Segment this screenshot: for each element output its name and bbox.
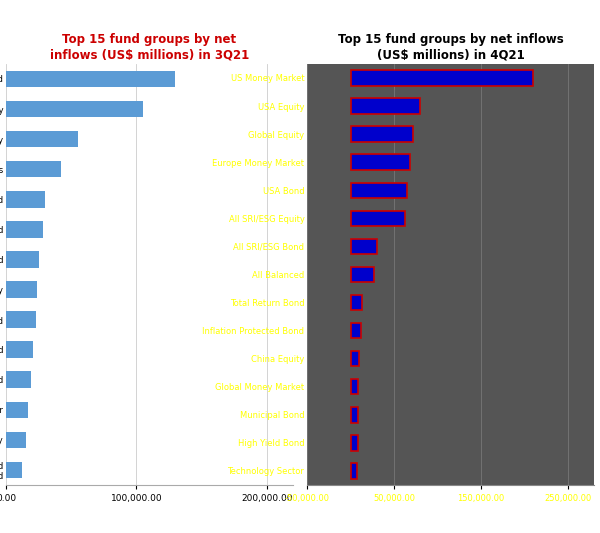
Bar <box>6 342 34 358</box>
Bar <box>350 155 410 170</box>
Bar <box>6 251 38 268</box>
Bar <box>350 70 533 86</box>
Bar <box>6 101 143 117</box>
Bar <box>350 126 413 142</box>
Bar <box>6 71 175 87</box>
Bar <box>6 161 61 177</box>
Bar <box>350 463 357 479</box>
Bar <box>350 99 420 114</box>
Bar <box>350 183 407 198</box>
Bar <box>350 323 361 338</box>
Bar <box>350 379 358 394</box>
Bar <box>350 211 404 226</box>
Bar <box>6 432 26 448</box>
Bar <box>6 191 45 207</box>
Bar <box>350 435 358 450</box>
Bar <box>350 239 377 254</box>
Title: Top 15 fund groups by net inflows
(US$ millions) in 4Q21: Top 15 fund groups by net inflows (US$ m… <box>338 34 563 61</box>
Bar <box>350 407 358 423</box>
Bar <box>6 131 78 148</box>
Bar <box>6 372 31 388</box>
Bar <box>6 401 28 418</box>
Bar <box>6 281 37 298</box>
Bar <box>6 462 22 478</box>
Bar <box>6 221 43 238</box>
Title: Top 15 fund groups by net
inflows (US$ millions) in 3Q21: Top 15 fund groups by net inflows (US$ m… <box>50 34 249 61</box>
Bar <box>6 311 36 328</box>
Bar <box>350 351 359 366</box>
Bar <box>350 295 362 310</box>
Bar <box>350 267 374 282</box>
